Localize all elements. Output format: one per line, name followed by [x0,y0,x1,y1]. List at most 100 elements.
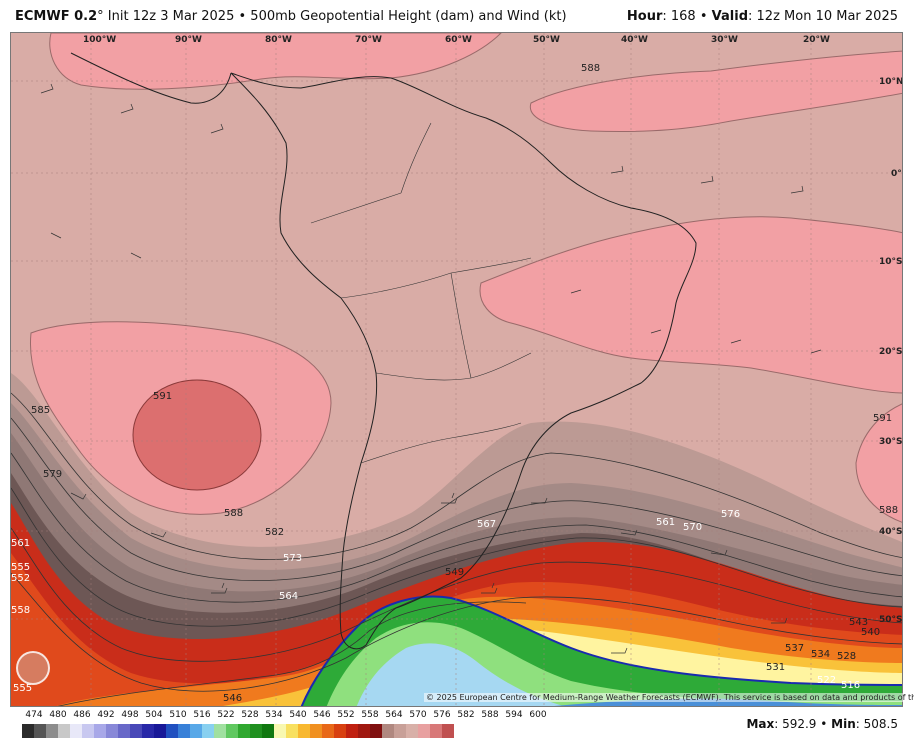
legend-colorbar [22,724,454,738]
legend-tick-label: 480 [49,710,67,720]
legend-tick-label: 582 [457,710,475,720]
product-name: 500mb Geopotential Height (dam) and Wind… [250,9,567,24]
legend-swatch [142,724,154,738]
lat-label-30s: 30°S [879,437,903,447]
contour-label: 588 [224,508,243,519]
legend-swatch [394,724,406,738]
legend-swatch [106,724,118,738]
legend-tick-label: 528 [241,710,259,720]
high-pressure-center-591 [132,379,262,491]
contour-label: 588 [879,505,898,516]
contour-label: 543 [849,617,868,628]
legend-tick-label: 498 [121,710,139,720]
contour-label: 564 [279,591,298,602]
legend-swatch [442,724,454,738]
legend-tick-label: 492 [97,710,115,720]
contour-label: 591 [873,413,892,424]
legend-swatch [382,724,394,738]
legend-swatch [406,724,418,738]
contour-label: 516 [841,680,860,691]
legend-tick-label: 510 [169,710,187,720]
legend-swatch [58,724,70,738]
legend-swatch [250,724,262,738]
valid-value: 12z Mon 10 Mar 2025 [756,9,898,24]
graticule [11,33,902,706]
contour-label: 534 [811,649,830,660]
legend-swatch [190,724,202,738]
contour-label: 552 [11,573,30,584]
lon-label-80w: 80°W [265,35,292,45]
legend-swatch [238,724,250,738]
valid-time-info: Hour: 168 • Valid: 12z Mon 10 Mar 2025 [626,9,898,24]
legend-swatch [202,724,214,738]
valid-label: Valid [711,9,749,24]
legend-tick-label: 486 [73,710,91,720]
legend-swatch [334,724,346,738]
legend-tick-label: 474 [25,710,43,720]
legend-swatch [94,724,106,738]
wind-barbs [40,83,822,654]
lat-label-10n: 10°N [879,77,903,87]
legend-swatch [22,724,34,738]
legend-swatch [274,724,286,738]
south-america-coastline [230,72,697,650]
min-value: 508.5 [863,717,898,731]
legend-swatch [262,724,274,738]
legend-tick-label: 522 [217,710,235,720]
lon-label-100w: 100°W [83,35,116,45]
legend-swatch [322,724,334,738]
lon-label-30w: 30°W [711,35,738,45]
max-value: 592.9 [782,717,817,731]
legend-swatch [370,724,382,738]
high-pressure-southeast [855,403,902,523]
forecast-map[interactable]: 100°W 90°W 80°W 70°W 60°W 50°W 40°W 30°W… [10,32,903,707]
lat-label-20s: 20°S [879,347,903,357]
lon-label-60w: 60°W [445,35,472,45]
high-pressure-northeast [529,50,902,133]
map-canvas: 100°W 90°W 80°W 70°W 60°W 50°W 40°W 30°W… [11,33,903,706]
contour-label: 558 [11,605,30,616]
legend-swatch [166,724,178,738]
stats-bullet: • [820,717,828,731]
legend-swatch [178,724,190,738]
hour-label: Hour [626,9,663,24]
legend-swatch [418,724,430,738]
legend-tick-label: 558 [361,710,379,720]
legend-tick-label: 570 [409,710,427,720]
legend-swatch [130,724,142,738]
legend-tick-label: 504 [145,710,163,720]
legend-swatch [430,724,442,738]
lon-label-50w: 50°W [533,35,560,45]
legend-tick-label: 588 [481,710,499,720]
contour-label: 576 [721,509,740,520]
title-bullet: • [238,9,247,24]
color-legend: 474 480 486 492 498 504 510 516 522 528 534 540 546 5… [22,710,662,746]
init-time: Init 12z 3 Mar 2025 [107,9,235,24]
max-label: Max [746,717,775,731]
contour-label: 522 [817,675,836,686]
country-borders [310,122,532,464]
lon-label-20w: 20°W [803,35,830,45]
weatherbell-logo [16,651,50,685]
legend-tick-label: 540 [289,710,307,720]
contour-label: 582 [265,527,284,538]
lon-label-70w: 70°W [355,35,382,45]
high-pressure-north [49,33,502,90]
contour-label: 555 [11,562,30,573]
legend-tick-label: 564 [385,710,403,720]
degree-symbol: ° [97,9,104,24]
legend-swatch [286,724,298,738]
lat-label-10s: 10°S [879,257,903,267]
central-america-coastline [70,52,232,104]
contour-label: 567 [477,519,496,530]
legend-tick-label: 576 [433,710,451,720]
contour-label: 537 [785,643,804,654]
legend-swatch [118,724,130,738]
lat-label-40s: 40°S [879,527,903,537]
contour-label: 579 [43,469,62,480]
model-name: ECMWF 0.2 [15,9,98,24]
legend-tick-label: 594 [505,710,523,720]
contour-label: 528 [837,651,856,662]
legend-swatch [346,724,358,738]
header-bar: ECMWF 0.2° Init 12z 3 Mar 2025 • 500mb G… [0,0,914,32]
